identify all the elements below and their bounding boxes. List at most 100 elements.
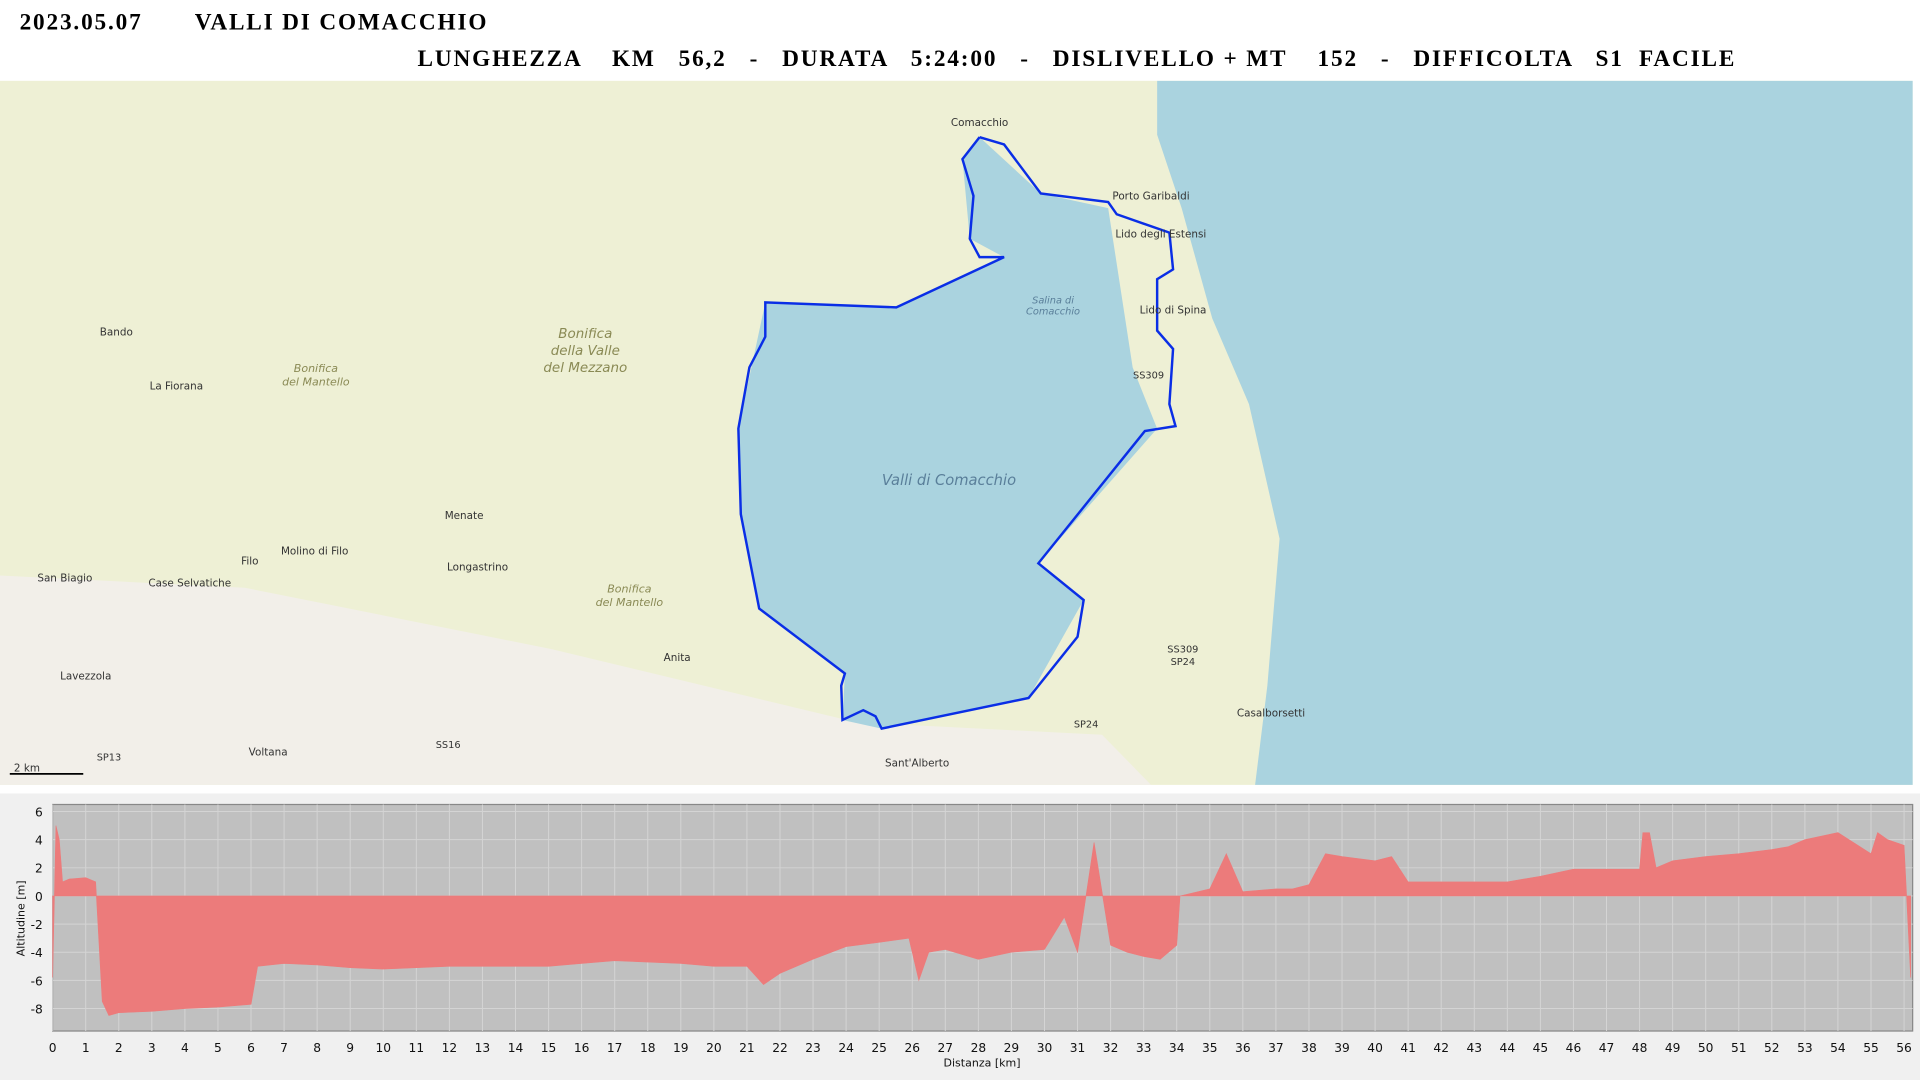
- map: 2 km Comacchio Porto Garibaldi Lido degl…: [0, 80, 1913, 785]
- x-tick-label: 43: [1466, 1041, 1482, 1055]
- place: Bando: [100, 327, 133, 339]
- y-tick-label: 2: [35, 862, 43, 876]
- x-tick-label: 55: [1863, 1041, 1879, 1055]
- place: Lavezzola: [60, 671, 111, 683]
- x-tick-label: 4: [181, 1041, 189, 1055]
- road: SS309: [1133, 370, 1164, 381]
- x-tick-label: 5: [214, 1041, 222, 1055]
- area: Bonifica: [294, 362, 339, 375]
- x-tick-label: 51: [1731, 1041, 1747, 1055]
- x-tick-label: 34: [1169, 1041, 1185, 1055]
- road: SS16: [436, 740, 461, 751]
- place: Longastrino: [447, 562, 508, 574]
- area: del Mantello: [596, 596, 664, 609]
- date: 2023.05.07: [20, 9, 143, 35]
- x-tick-label: 17: [607, 1041, 623, 1055]
- x-tick-label: 23: [805, 1041, 821, 1055]
- x-tick-label: 53: [1797, 1041, 1813, 1055]
- scale-label: 2 km: [14, 762, 40, 774]
- x-tick-label: 15: [541, 1041, 557, 1055]
- x-tick-label: 22: [772, 1041, 788, 1055]
- x-tick-label: 41: [1400, 1041, 1416, 1055]
- y-tick-label: -6: [31, 974, 43, 988]
- x-tick-label: 3: [148, 1041, 156, 1055]
- area: Valli di Comacchio: [882, 472, 1016, 489]
- x-tick-label: 14: [508, 1041, 524, 1055]
- x-tick-label: 7: [280, 1041, 288, 1055]
- y-axis-label: Altitudine [m]: [14, 880, 27, 956]
- area: del Mezzano: [543, 361, 627, 376]
- x-tick-label: 48: [1632, 1041, 1648, 1055]
- map-urban: [0, 575, 1152, 785]
- x-tick-label: 50: [1698, 1041, 1714, 1055]
- x-tick-label: 31: [1070, 1041, 1086, 1055]
- x-tick-label: 42: [1433, 1041, 1449, 1055]
- x-tick-label: 20: [706, 1041, 722, 1055]
- x-tick-label: 12: [442, 1041, 458, 1055]
- road: SP24: [1074, 719, 1099, 730]
- route: [737, 135, 1178, 730]
- place: Molino di Filo: [281, 546, 348, 558]
- road: SP24: [1171, 657, 1196, 668]
- x-tick-label: 19: [673, 1041, 689, 1055]
- x-tick-label: 39: [1334, 1041, 1350, 1055]
- x-tick-label: 27: [938, 1041, 954, 1055]
- road: SP13: [97, 752, 122, 763]
- x-tick-label: 38: [1301, 1041, 1317, 1055]
- x-tick-label: 56: [1896, 1041, 1912, 1055]
- x-tick-label: 8: [313, 1041, 321, 1055]
- y-tick-label: 0: [35, 890, 43, 904]
- x-tick-label: 26: [904, 1041, 920, 1055]
- place: Lido degli Estensi: [1115, 229, 1206, 241]
- place: Anita: [664, 652, 691, 664]
- area: Bonifica: [558, 327, 612, 342]
- area: Bonifica: [607, 583, 652, 596]
- x-axis-label: Distanza [km]: [944, 1057, 1021, 1070]
- summary: LUNGHEZZA KM 56,2 - DURATA 5:24:00 - DIS…: [418, 46, 1737, 72]
- area: Salina di: [1032, 296, 1074, 307]
- place: Lido di Spina: [1140, 304, 1207, 316]
- y-tick-label: -2: [31, 918, 43, 932]
- x-tick-label: 54: [1830, 1041, 1846, 1055]
- x-tick-label: 29: [1004, 1041, 1020, 1055]
- place: La Fiorana: [150, 380, 204, 392]
- place: Casalborsetti: [1237, 707, 1305, 719]
- x-tick-label: 2: [115, 1041, 123, 1055]
- x-tick-label: 11: [409, 1041, 425, 1055]
- map-lagoon: [738, 137, 1158, 729]
- place: Menate: [445, 510, 484, 522]
- road: SS309: [1167, 645, 1198, 656]
- x-tick-label: 32: [1103, 1041, 1119, 1055]
- x-tick-label: 44: [1500, 1041, 1516, 1055]
- x-tick-label: 9: [346, 1041, 354, 1055]
- x-tick-label: 37: [1268, 1041, 1284, 1055]
- place: Case Selvatiche: [148, 578, 231, 590]
- elevation-area: [52, 825, 1911, 1016]
- area: della Valle: [551, 344, 620, 359]
- title: VALLI DI COMACCHIO: [195, 9, 489, 35]
- place: Porto Garibaldi: [1112, 191, 1189, 203]
- x-tick-label: 1: [82, 1041, 90, 1055]
- x-tick-label: 40: [1367, 1041, 1383, 1055]
- x-tick-label: 28: [971, 1041, 987, 1055]
- place: Voltana: [249, 747, 288, 759]
- area: Comacchio: [1026, 307, 1080, 318]
- x-tick-label: 6: [247, 1041, 255, 1055]
- x-tick-label: 21: [739, 1041, 755, 1055]
- y-tick-label: 6: [35, 805, 43, 819]
- x-tick-label: 25: [871, 1041, 887, 1055]
- x-tick-label: 16: [574, 1041, 590, 1055]
- place: Filo: [241, 555, 258, 567]
- x-tick-label: 0: [49, 1041, 57, 1055]
- x-tick-label: 13: [475, 1041, 491, 1055]
- x-tick-label: 49: [1665, 1041, 1681, 1055]
- x-tick-label: 46: [1566, 1041, 1582, 1055]
- x-tick-label: 33: [1136, 1041, 1152, 1055]
- x-tick-label: 47: [1599, 1041, 1615, 1055]
- y-tick-label: -4: [31, 946, 43, 960]
- x-tick-label: 35: [1202, 1041, 1218, 1055]
- map-sea: [1157, 80, 1913, 785]
- x-tick-label: 24: [838, 1041, 854, 1055]
